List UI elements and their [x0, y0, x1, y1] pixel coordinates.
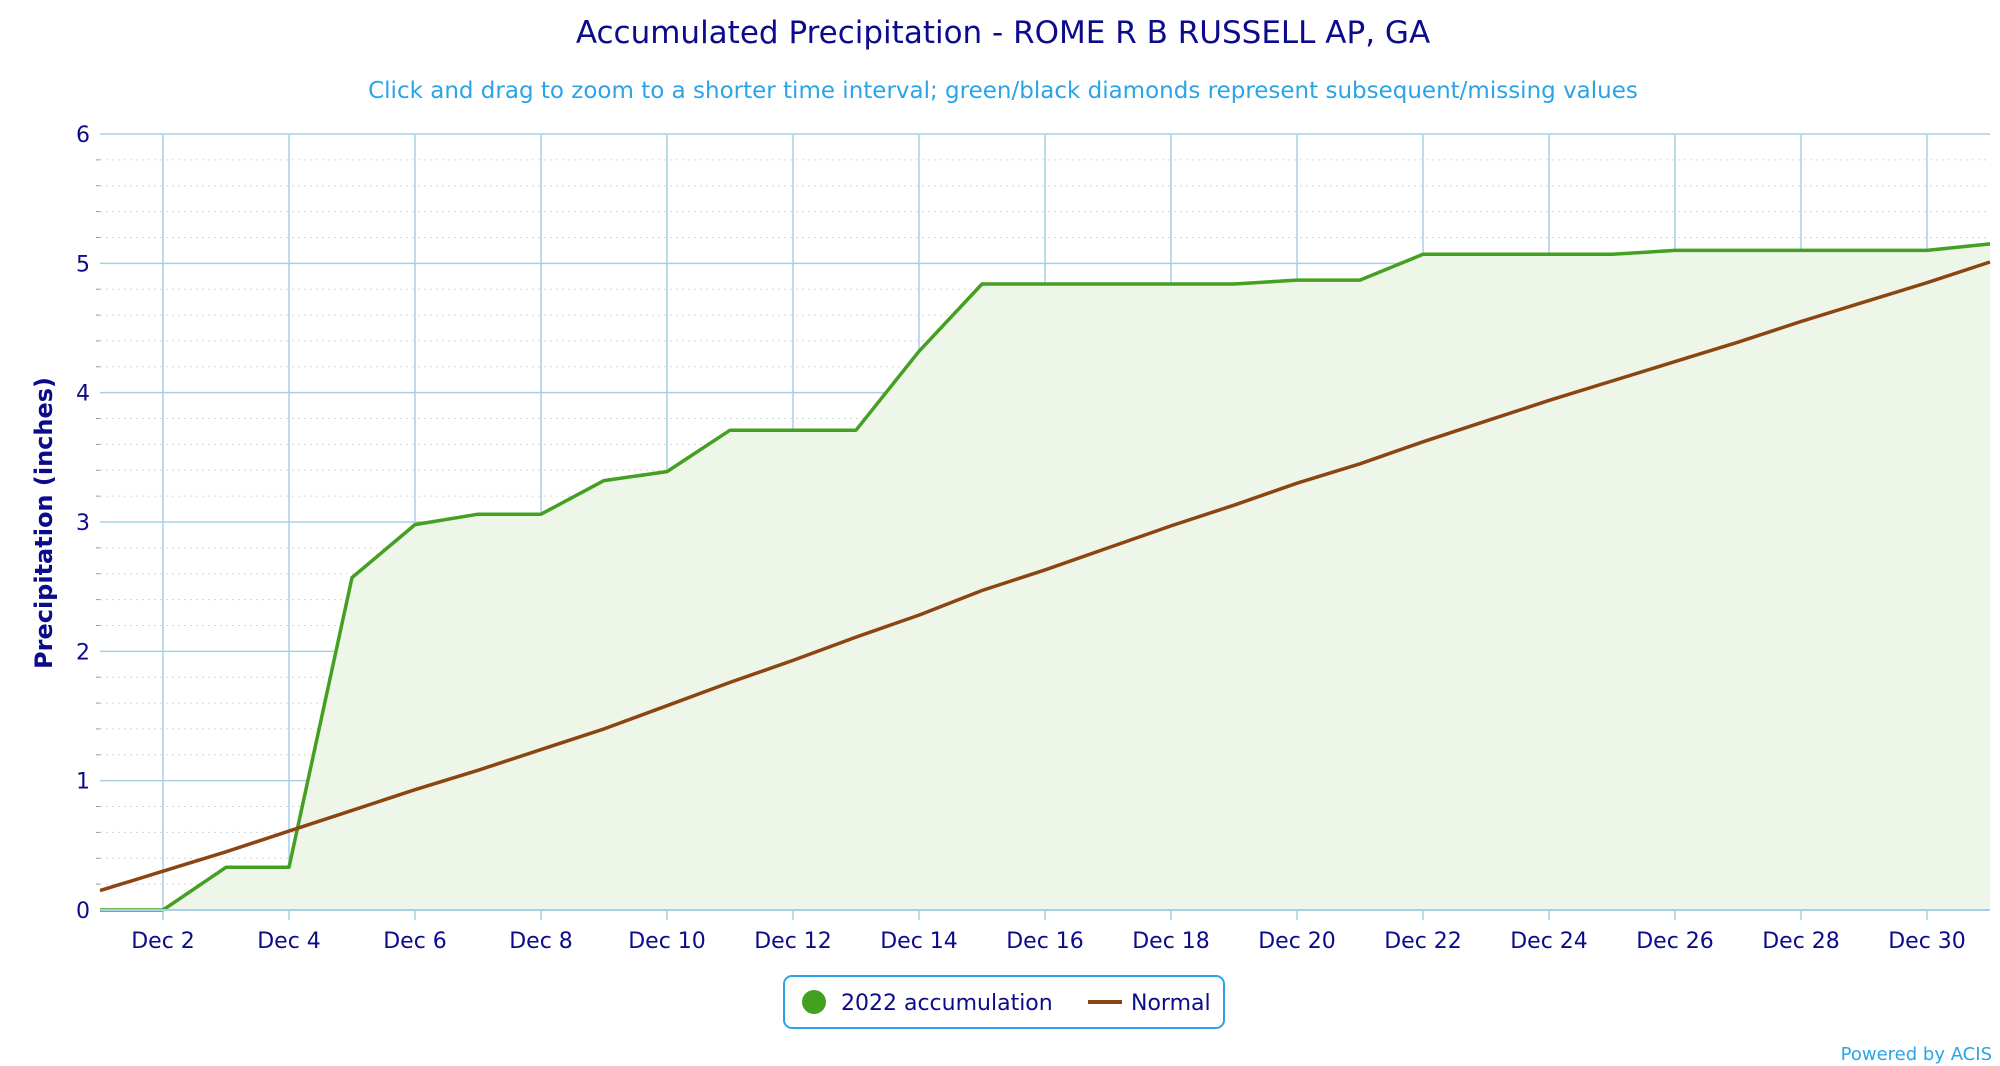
legend-box	[783, 975, 1225, 1029]
y-tick-label: 2	[76, 640, 90, 665]
x-tick-label: Dec 30	[1888, 929, 1966, 954]
x-tick-label: Dec 22	[1384, 929, 1462, 954]
y-tick-label: 1	[76, 770, 90, 795]
x-tick-label: Dec 28	[1762, 929, 1840, 954]
y-tick-label: 6	[76, 123, 90, 148]
x-tick-label: Dec 4	[257, 929, 321, 954]
legend-item-normal[interactable]: Normal	[1088, 991, 1211, 1016]
x-tick-label: Dec 10	[628, 929, 706, 954]
credit-link[interactable]: Powered by ACIS	[1841, 1044, 1992, 1065]
y-tick-label: 0	[76, 899, 90, 924]
x-tick-label: Dec 16	[1006, 929, 1084, 954]
accumulation-line[interactable]	[100, 242, 1991, 912]
y-tick-label: 4	[76, 382, 90, 407]
series-layer	[99, 242, 1991, 912]
y-axis-title: Precipitation (inches)	[30, 377, 58, 669]
normal-line[interactable]	[99, 260, 1991, 893]
x-tick-label: Dec 8	[509, 929, 573, 954]
y-tick-label: 5	[76, 252, 90, 277]
x-tick-label: Dec 20	[1258, 929, 1336, 954]
x-tick-label: Dec 2	[131, 929, 195, 954]
legend-accumulation-marker	[802, 990, 826, 1014]
x-tick-label: Dec 12	[754, 929, 832, 954]
x-tick-label: Dec 6	[383, 929, 447, 954]
legend-normal-label: Normal	[1131, 991, 1211, 1016]
y-tick-label: 3	[76, 511, 90, 536]
x-tick-label: Dec 26	[1636, 929, 1714, 954]
legend-item-accumulation[interactable]: 2022 accumulation	[802, 990, 1053, 1016]
chart-title: Accumulated Precipitation - ROME R B RUS…	[576, 15, 1430, 51]
x-tick-label: Dec 14	[880, 929, 958, 954]
x-tick-label: Dec 24	[1510, 929, 1588, 954]
chart-subtitle: Click and drag to zoom to a shorter time…	[368, 78, 1638, 104]
legend-accumulation-label: 2022 accumulation	[841, 991, 1053, 1016]
legend[interactable]: 2022 accumulation Normal	[783, 975, 1225, 1029]
axes: 0 1 2 3 4 5 6 Dec 2 Dec 4 Dec 6 Dec 8 Dec 10 Dec 12 D…	[76, 123, 1990, 954]
accumulation-area	[100, 243, 1990, 910]
x-tick-label: Dec 18	[1132, 929, 1210, 954]
